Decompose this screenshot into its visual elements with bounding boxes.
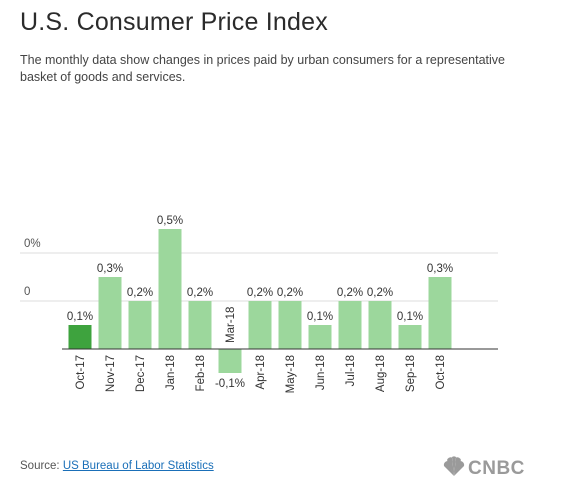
bar-jun-18 xyxy=(308,325,332,349)
data-label: 0,2% xyxy=(277,287,303,299)
bar-oct-18 xyxy=(428,277,452,349)
data-label: 0,2% xyxy=(337,287,363,299)
bar-jan-18 xyxy=(158,229,182,349)
bar-mar-18 xyxy=(218,349,242,373)
data-label: 0,5% xyxy=(157,215,183,227)
bar-aug-18 xyxy=(368,301,392,349)
peacock-icon xyxy=(443,456,465,476)
source-note: Source: US Bureau of Labor Statistics xyxy=(20,460,214,472)
chart-title: U.S. Consumer Price Index xyxy=(20,8,328,36)
chart-subtitle: The monthly data show changes in prices … xyxy=(20,53,505,84)
data-label: -0,1% xyxy=(215,378,245,390)
logo-text: CNBC xyxy=(468,458,525,478)
x-tick-label: Mar-18 xyxy=(225,307,237,343)
data-label: 0,2% xyxy=(187,287,213,299)
x-tick-labels: Oct-17 Nov-17 Dec-17 Jan-18 Feb-18 Mar-18 Apr-… xyxy=(75,307,447,394)
y-tick-label: 0% xyxy=(24,238,41,250)
bar-may-18 xyxy=(278,301,302,349)
data-label: 0,1% xyxy=(307,311,333,323)
bars xyxy=(62,229,498,373)
source-label: Source: xyxy=(20,460,60,472)
data-label: 0,1% xyxy=(67,311,93,323)
data-label: 0,2% xyxy=(127,287,153,299)
x-tick-label: Sep-18 xyxy=(405,355,417,392)
x-tick-label: Nov-17 xyxy=(105,355,117,392)
y-tick-label: 0 xyxy=(24,286,30,298)
x-tick-label: Oct-18 xyxy=(435,355,447,390)
x-tick-label: Dec-17 xyxy=(135,355,147,392)
bar-apr-18 xyxy=(248,301,272,349)
bar-dec-17 xyxy=(128,301,152,349)
data-label: 0,1% xyxy=(397,311,423,323)
bar-feb-18 xyxy=(188,301,212,349)
data-label: 0,2% xyxy=(247,287,273,299)
x-tick-label: Aug-18 xyxy=(375,355,387,392)
data-label: 0,3% xyxy=(97,263,123,275)
x-tick-label: Jun-18 xyxy=(315,355,327,390)
x-tick-label: Feb-18 xyxy=(195,355,207,391)
x-tick-label: Apr-18 xyxy=(255,355,267,390)
cpi-bar-chart: 0%0 0,1%0,3%0,2%0,5%0,2%-0,1%0,2% 0,2%0,1… xyxy=(20,215,498,394)
bar-nov-17 xyxy=(98,277,122,349)
bar-oct-17 xyxy=(68,325,92,349)
source-link[interactable]: US Bureau of Labor Statistics xyxy=(62,460,214,472)
x-tick-label: Oct-17 xyxy=(75,355,87,390)
x-tick-label: May-18 xyxy=(285,355,297,393)
data-label: 0,2% xyxy=(367,287,393,299)
bar-sep-18 xyxy=(398,325,422,349)
x-tick-label: Jul-18 xyxy=(345,355,357,386)
data-label: 0,3% xyxy=(427,263,453,275)
bar-jul-18 xyxy=(338,301,362,349)
x-tick-label: Jan-18 xyxy=(165,355,177,390)
cnbc-logo: CNBC xyxy=(443,456,525,478)
data-labels: 0,1% 0,3% 0,2% 0,5% 0,2% -0,1% 0,2% 0,2% 0,1% 0,2… xyxy=(67,215,453,390)
